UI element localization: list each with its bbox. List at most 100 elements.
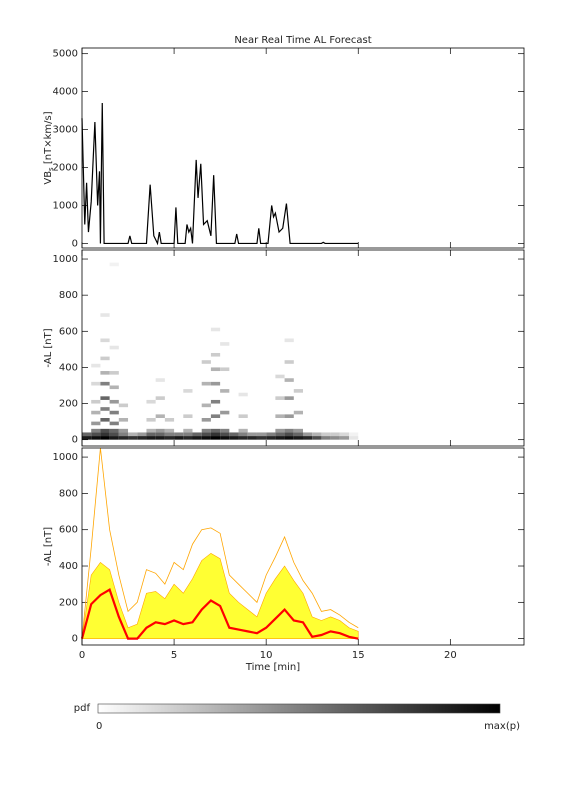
heat-cell <box>293 410 303 415</box>
heat-cell <box>109 371 119 375</box>
heat-cell <box>312 432 322 437</box>
heat-cell <box>247 436 257 440</box>
heat-cell <box>109 262 119 267</box>
x-tick-label: 0 <box>79 650 85 661</box>
y-tick-label: 400 <box>59 362 78 373</box>
heat-cell <box>109 421 119 426</box>
heat-cell <box>164 432 175 437</box>
heat-cell <box>137 436 147 440</box>
heat-cell <box>284 414 294 418</box>
heat-cell <box>293 389 303 393</box>
heat-cell <box>238 428 248 433</box>
heat-cell <box>100 432 110 437</box>
heat-cell <box>201 436 211 440</box>
heat-cell <box>164 428 175 433</box>
y-tick-label: 800 <box>59 488 78 499</box>
heat-cell <box>109 345 119 350</box>
heat-cell <box>91 381 101 386</box>
heat-cell <box>349 432 359 437</box>
axes-frame <box>81 249 525 447</box>
area <box>81 552 359 639</box>
heat-cell <box>210 432 221 437</box>
heat-cell <box>210 399 221 404</box>
heat-cell <box>164 418 175 422</box>
heat-cell <box>183 428 193 433</box>
heat-cell <box>210 327 221 332</box>
y-tick-label: 2000 <box>53 163 78 174</box>
heat-cell <box>91 421 101 426</box>
y-tick-label: 1000 <box>53 200 78 211</box>
heat-cell <box>201 381 211 386</box>
heat-cell <box>210 436 221 440</box>
heat-cell <box>155 414 165 418</box>
line <box>80 587 359 640</box>
heat-cell <box>284 428 294 433</box>
y-tick-label: 0 <box>72 435 78 446</box>
heat-cell <box>100 418 110 422</box>
heat-cell <box>100 407 110 411</box>
heat-cell <box>238 432 248 437</box>
heat-cell <box>266 436 276 440</box>
heat-cell <box>109 399 119 404</box>
heat-cell <box>128 436 138 440</box>
heat-cell <box>100 428 110 433</box>
heat-cell <box>118 418 129 422</box>
heat-cell <box>220 428 230 433</box>
heat-cell <box>321 436 331 440</box>
y-tick-label: 400 <box>59 561 78 572</box>
heat-cell <box>284 360 294 364</box>
heat-cell <box>284 432 294 437</box>
heat-cell <box>330 432 340 437</box>
heat-cell <box>100 313 110 317</box>
y-axis-label: -AL [nT] <box>43 527 54 566</box>
heat-cell <box>192 436 202 440</box>
heat-cell <box>183 389 193 393</box>
heat-cell <box>82 436 92 440</box>
heat-cell <box>155 378 165 382</box>
y-axis-label: -AL [nT] <box>43 328 54 367</box>
heat-cell <box>109 432 119 437</box>
heat-cell <box>201 418 211 422</box>
y-tick-label: 3000 <box>53 125 78 136</box>
y-tick-label: 200 <box>59 399 78 410</box>
heat-cell <box>155 428 165 433</box>
y-tick-label: 600 <box>59 525 78 536</box>
heat-cell <box>238 414 248 418</box>
heat-cell <box>174 432 184 437</box>
heat-cell <box>238 436 248 440</box>
heat-cell <box>303 436 313 440</box>
heat-cell <box>220 436 230 440</box>
heat-cell <box>220 389 230 393</box>
heat-cell <box>238 392 248 397</box>
heat-cell <box>266 432 276 437</box>
heat-cell <box>247 432 257 437</box>
plot-area <box>80 447 359 640</box>
heat-cell <box>82 432 92 437</box>
heat-cell <box>275 432 285 437</box>
axes-frame <box>81 447 525 646</box>
heat-cell <box>229 436 239 440</box>
heat-cell <box>201 360 211 364</box>
line <box>81 447 359 639</box>
x-tick-label: 10 <box>260 650 273 661</box>
heat-cell <box>146 418 156 422</box>
heat-cell <box>146 436 156 440</box>
x-tick-label: 5 <box>171 650 177 661</box>
y-tick-label: 200 <box>59 597 78 608</box>
y-axis-label: VBs [nT×km/s] <box>43 111 55 184</box>
y-axis-label-sub: s <box>47 167 55 171</box>
colorbar-label: pdf <box>74 703 91 714</box>
heat-cell <box>91 432 101 437</box>
heat-cell <box>293 428 303 433</box>
heat-cell <box>201 403 211 408</box>
heat-cell <box>201 428 211 433</box>
heat-cell <box>293 432 303 437</box>
heat-cell <box>210 428 221 433</box>
heat-cell <box>146 428 156 433</box>
x-tick-label: 20 <box>444 650 457 661</box>
heat-cell <box>229 432 239 437</box>
heat-cell <box>275 374 285 379</box>
heat-cell <box>183 436 193 440</box>
heat-cell <box>275 436 285 440</box>
